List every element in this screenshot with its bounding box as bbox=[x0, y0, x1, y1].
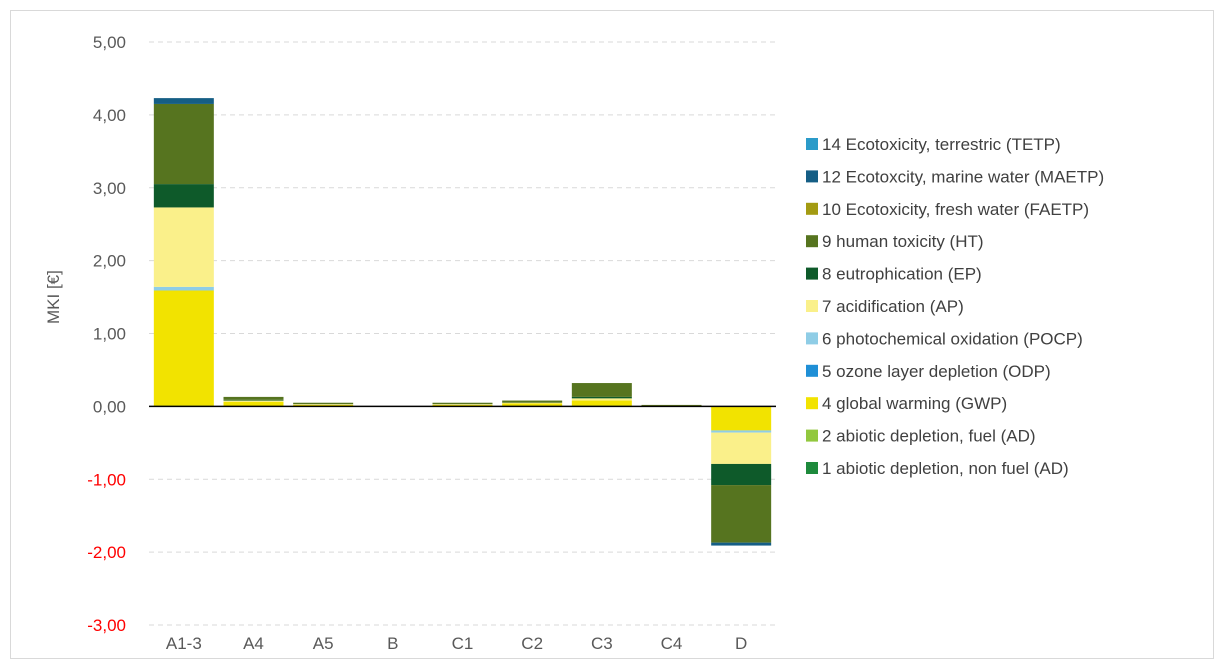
x-category-label: C3 bbox=[591, 634, 613, 653]
bar-segment bbox=[502, 403, 563, 407]
bars bbox=[153, 98, 772, 546]
legend-swatch bbox=[806, 462, 818, 474]
legend-swatch bbox=[806, 138, 818, 150]
bar-segment bbox=[502, 402, 563, 404]
y-tick-label: 5,00 bbox=[93, 33, 126, 52]
x-category-label: A5 bbox=[313, 634, 334, 653]
legend-swatch bbox=[806, 364, 818, 377]
legend-swatch bbox=[806, 332, 818, 345]
bar-segment bbox=[711, 430, 772, 433]
legend-label: 8 eutrophication (EP) bbox=[822, 265, 982, 284]
legend-swatch bbox=[806, 267, 818, 280]
legend-label: 1 abiotic depletion, non fuel (AD) bbox=[822, 459, 1069, 478]
bar-segment bbox=[571, 400, 632, 406]
y-tick-label: -3,00 bbox=[87, 616, 126, 635]
legend-swatch bbox=[806, 170, 818, 183]
bar-segment bbox=[711, 432, 772, 464]
bar-segment bbox=[153, 286, 214, 291]
bar-segment bbox=[571, 383, 632, 397]
y-tick-label: 4,00 bbox=[93, 106, 126, 125]
y-tick-label: 0,00 bbox=[93, 397, 126, 416]
legend-label: 5 ozone layer depletion (ODP) bbox=[822, 362, 1051, 381]
legend-label: 10 Ecotoxicity, fresh water (FAETP) bbox=[822, 200, 1089, 219]
x-category-label: C4 bbox=[661, 634, 683, 653]
legend-label: 9 human toxicity (HT) bbox=[822, 232, 984, 251]
bar-segment bbox=[571, 396, 632, 399]
bar-segment bbox=[293, 404, 354, 405]
bar-segment bbox=[223, 400, 284, 403]
bar-segment bbox=[711, 406, 772, 431]
bar-segment bbox=[153, 103, 214, 185]
x-category-label: B bbox=[387, 634, 398, 653]
x-category-label: A1-3 bbox=[166, 634, 202, 653]
legend-label: 2 abiotic depletion, fuel (AD) bbox=[822, 427, 1036, 446]
bar-segment bbox=[153, 207, 214, 287]
legend-swatch bbox=[806, 202, 818, 215]
x-category-label: C2 bbox=[521, 634, 543, 653]
legend-swatch bbox=[806, 397, 818, 410]
bar-segment bbox=[502, 400, 563, 403]
bar-segment bbox=[711, 542, 772, 546]
legend: 14 Ecotoxicity, terrestric (TETP) 12 Ecot… bbox=[806, 135, 1104, 478]
y-tick-labels: 5,00 4,00 3,00 2,00 1,00 0,00 -1,00 -2,00 -3,00 bbox=[87, 33, 126, 635]
bar-segment bbox=[223, 402, 284, 407]
y-tick-label: 3,00 bbox=[93, 179, 126, 198]
legend-label: 14 Ecotoxicity, terrestric (TETP) bbox=[822, 135, 1061, 154]
chart-frame: 5,00 4,00 3,00 2,00 1,00 0,00 -1,00 -2,00 -3,00 … bbox=[10, 10, 1214, 659]
legend-swatch bbox=[806, 300, 818, 312]
y-tick-label: -1,00 bbox=[87, 470, 126, 489]
legend-label: 12 Ecotoxcity, marine water (MAETP) bbox=[822, 167, 1104, 186]
bar-segment bbox=[223, 399, 284, 401]
bar-segment bbox=[641, 404, 702, 406]
bar-segment bbox=[432, 402, 493, 405]
legend-label: 4 global warming (GWP) bbox=[822, 394, 1007, 413]
bar-segment bbox=[432, 404, 493, 405]
bar-segment bbox=[153, 184, 214, 208]
y-axis-label: MKI [€] bbox=[44, 270, 63, 324]
x-category-label: D bbox=[735, 634, 747, 653]
stacked-bar-chart: 5,004,003,002,001,000,00-1,00-2,00-3,00 … bbox=[44, 33, 1104, 653]
y-tick-label: 1,00 bbox=[93, 325, 126, 344]
y-tick-label: -2,00 bbox=[87, 543, 126, 562]
bar-segment bbox=[223, 396, 284, 400]
y-tick-label: 2,00 bbox=[93, 252, 126, 271]
bar-segment bbox=[153, 98, 214, 104]
legend-label: 7 acidification (AP) bbox=[822, 297, 964, 316]
bar-segment bbox=[293, 402, 354, 405]
x-category-label: A4 bbox=[243, 634, 264, 653]
legend-label: 6 photochemical oxidation (POCP) bbox=[822, 329, 1083, 348]
legend-swatch bbox=[806, 235, 818, 248]
bar-segment bbox=[571, 398, 632, 401]
x-category-label: C1 bbox=[452, 634, 474, 653]
bar-segment bbox=[711, 463, 772, 486]
bar-segment bbox=[153, 290, 214, 406]
legend-swatch bbox=[806, 429, 818, 442]
bar-segment bbox=[711, 485, 772, 543]
gridlines bbox=[149, 41, 776, 626]
x-category-labels: A1-3 A4 A5 B C1 C2 C3 C4 D bbox=[166, 634, 747, 653]
